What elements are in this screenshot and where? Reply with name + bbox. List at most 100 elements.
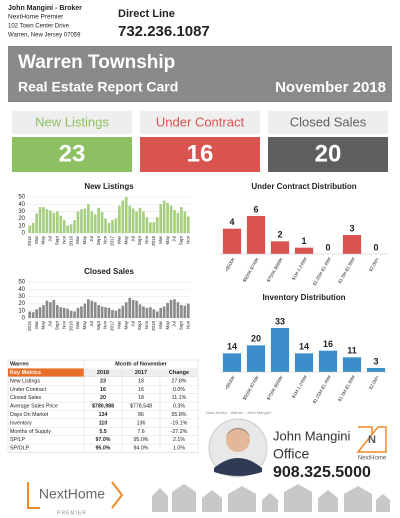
x-tick-label: Sept [179,320,184,330]
table-title: Warren [10,362,29,368]
y-tick-label: 40 [18,202,25,208]
house [202,490,222,512]
table-cell: -27.2% [171,429,188,435]
bar [128,297,131,318]
y-tick-label: 50 [18,280,25,286]
table-cell: SP/LP [10,437,25,443]
bar [31,312,35,318]
table-cell: 27.8% [171,378,186,384]
bar [149,222,152,233]
bar [69,224,73,233]
value-label: 11 [347,346,357,356]
bar [166,302,169,318]
card-value: 16 [187,140,214,167]
x-tick-label: Nov [103,320,108,329]
chart-title: Closed Sales [84,267,134,276]
x-tick-label: Sept [96,320,101,330]
bar [166,202,169,233]
bar [100,306,104,318]
table-cell: 136 [137,420,146,426]
bar [173,299,176,318]
bar [155,217,159,233]
x-tick-label: May [165,235,170,244]
x-tick-label: Sept [54,320,59,330]
bar [131,300,135,318]
table-cell: $778,548 [130,404,152,410]
bar [169,205,173,233]
bar [55,305,59,318]
x-tick-label: Mar [117,235,122,243]
bar [90,300,94,318]
bar [93,302,97,318]
house [262,493,278,512]
table-cell: Average Sales Price [10,404,58,410]
bar [173,209,176,233]
bar [138,207,142,233]
breadcrumb: New Jersey · Warren · John Mangini [206,410,271,415]
card-value-box [12,137,132,172]
column-header: 2018 [97,370,109,376]
contact-label: Office [273,446,310,462]
x-tick-label: 2018 [151,321,156,332]
table-cell: 23 [100,378,106,384]
x-tick-label: Nov [185,235,190,244]
x-tick-label: Jul [130,321,135,327]
bar [145,307,149,318]
card-value: 20 [315,140,342,167]
logo-text: NextHome [358,456,387,462]
bar [135,211,138,233]
bar [69,310,73,318]
house [152,488,168,512]
bar [45,300,49,318]
x-tick-label: 2017 [110,236,115,247]
bar [294,247,314,254]
x-tick-label: Nov [185,320,190,329]
bar [59,307,63,318]
bar [149,307,152,318]
x-tick-label: 2015 [27,236,32,247]
x-tick-label: Mar [158,320,163,328]
x-tick-label: Sept [96,235,101,245]
table-cell: New Listings [10,378,40,384]
bar [176,212,180,233]
value-label: 20 [251,334,261,344]
x-tick-label: Sept [179,235,184,245]
bar [80,306,83,318]
bar [162,200,166,233]
table-cell: 110 [99,420,108,426]
x-tick-label: Jul [172,321,177,327]
bar [28,311,32,318]
bar [42,207,45,233]
table-cell: 7.6 [137,429,144,435]
bar [38,207,42,233]
table-cell: 95.0% [95,446,110,452]
bar [114,310,118,318]
y-tick-label: 40 [18,287,25,293]
bar [186,216,190,233]
bar [318,350,338,372]
column-header: Change [169,370,189,376]
bar [159,307,163,318]
bar [246,345,266,372]
bar [152,222,156,233]
value-label: 16 [323,339,333,349]
bar [294,353,314,372]
phone: 732.236.1087 [118,23,210,40]
bar [52,300,56,318]
bar [138,304,142,318]
footer-logo-frame [27,481,124,509]
bar [28,225,32,233]
photo-suit [214,458,262,476]
bar [342,357,362,372]
dynamic-content: New Listings 23 Under Contract 16 Closed Sal… [7,111,388,453]
banner [8,46,392,102]
table-cell: Closed Sales [10,395,42,401]
table-cell: 94.0% [133,446,148,452]
column-header: Key Metrics [10,370,41,376]
card-label: Under Contract [156,114,245,129]
bar [45,209,49,233]
table-cell: Months of Supply [10,429,51,435]
table-cell: 2.1% [173,437,185,443]
x-tick-label: 2018 [151,236,156,247]
y-tick-label: 0 [22,231,26,237]
